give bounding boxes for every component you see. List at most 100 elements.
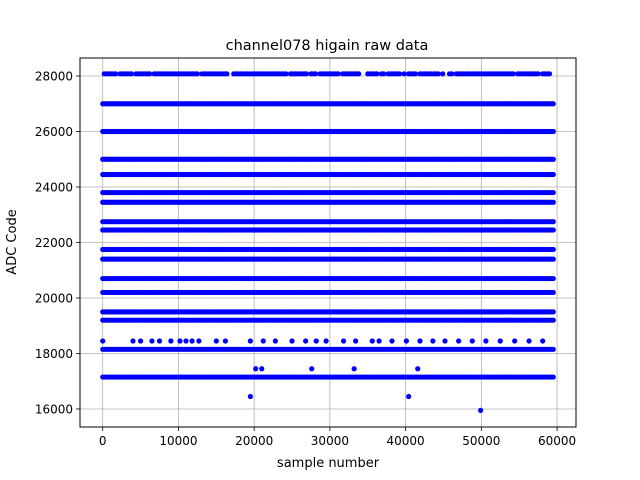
outlier-point — [477, 407, 484, 413]
data-point — [550, 309, 556, 315]
data-point — [550, 199, 556, 205]
data-point — [189, 338, 195, 344]
x-tick-label: 40000 — [387, 434, 425, 448]
data-point — [130, 338, 136, 344]
y-axis-label: ADC Code — [5, 209, 20, 274]
data-point — [147, 71, 153, 77]
data-point — [435, 71, 441, 77]
data-point — [177, 338, 183, 344]
data-point — [546, 71, 553, 77]
data-point — [128, 71, 135, 77]
x-tick-label: 0 — [99, 434, 107, 448]
data-point — [313, 338, 319, 344]
x-tick-label: 30000 — [311, 434, 349, 448]
outlier-point — [309, 366, 315, 372]
data-point — [497, 338, 503, 344]
data-point — [540, 338, 546, 344]
data-point — [417, 338, 423, 344]
data-point — [247, 338, 253, 344]
data-point — [550, 156, 556, 162]
data-point — [389, 338, 395, 344]
data-point — [369, 338, 375, 344]
chart-title: channel078 higain raw data — [226, 38, 429, 54]
data-point — [303, 338, 309, 344]
data-point — [312, 71, 319, 77]
data-point — [526, 338, 532, 344]
data-point — [149, 338, 155, 344]
x-tick-label: 60000 — [538, 434, 576, 448]
data-point — [440, 71, 446, 77]
data-point — [412, 71, 419, 77]
data-point — [260, 338, 266, 344]
data-point — [222, 338, 228, 344]
y-tick-label: 22000 — [35, 236, 73, 250]
data-point — [396, 71, 403, 77]
data-point — [449, 71, 455, 77]
data-point — [442, 338, 448, 344]
data-point — [430, 338, 436, 344]
y-tick-label: 26000 — [35, 125, 73, 139]
x-tick-label: 20000 — [235, 434, 273, 448]
outlier-point — [415, 366, 421, 372]
data-point — [224, 71, 230, 77]
data-point — [550, 317, 556, 323]
outlier-point — [247, 393, 253, 400]
data-point — [376, 338, 382, 344]
data-point — [340, 338, 347, 344]
data-point — [550, 275, 556, 282]
data-point — [550, 128, 556, 135]
data-point — [535, 71, 541, 77]
x-tick-label: 50000 — [462, 434, 500, 448]
data-point — [550, 256, 556, 262]
y-tick-label: 20000 — [35, 291, 73, 305]
y-tick-label: 28000 — [35, 70, 73, 84]
data-point — [403, 338, 409, 344]
data-point — [168, 338, 174, 344]
y-tick-label: 16000 — [35, 402, 73, 416]
data-point — [156, 338, 163, 344]
data-point — [283, 71, 289, 77]
outlier-point — [253, 366, 259, 372]
data-point — [550, 227, 556, 233]
data-point — [196, 338, 202, 344]
data-point — [550, 346, 556, 352]
data-point — [323, 338, 329, 344]
data-point — [353, 338, 359, 344]
data-point — [483, 338, 489, 344]
data-point — [183, 338, 189, 344]
outlier-point — [406, 393, 412, 400]
data-point — [456, 338, 462, 344]
data-point — [356, 71, 362, 77]
data-point — [550, 189, 556, 196]
data-point — [112, 71, 119, 77]
data-point — [550, 171, 556, 178]
data-point — [381, 71, 387, 77]
x-tick-label: 10000 — [159, 434, 197, 448]
data-point — [335, 71, 341, 77]
x-axis-label: sample number — [277, 456, 380, 471]
data-point — [374, 71, 380, 77]
data-point — [550, 101, 556, 107]
data-point — [512, 338, 518, 344]
data-point — [303, 71, 310, 77]
data-point — [401, 71, 407, 77]
data-point — [213, 338, 219, 344]
data-point — [550, 246, 556, 253]
data-point — [510, 71, 516, 77]
data-point — [550, 374, 556, 380]
data-markers — [100, 71, 556, 413]
data-point — [550, 289, 556, 296]
data-point — [289, 338, 295, 344]
data-point — [194, 71, 200, 77]
outlier-point — [259, 366, 265, 372]
data-point — [100, 338, 106, 344]
outlier-point — [351, 366, 357, 372]
data-point — [137, 338, 144, 344]
y-tick-label: 24000 — [35, 181, 73, 195]
data-point — [469, 338, 475, 344]
data-point — [550, 219, 556, 225]
y-tick-label: 18000 — [35, 347, 73, 361]
data-point — [272, 338, 278, 344]
